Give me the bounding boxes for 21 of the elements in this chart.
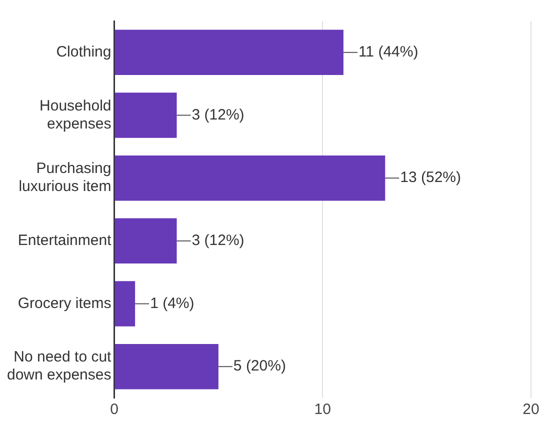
y-tick-label: Entertainment [18, 232, 112, 250]
y-tick-label: Clothing [56, 44, 112, 61]
y-tick-label: No need to cut down expenses [6, 348, 112, 384]
bar [114, 218, 177, 264]
data-label: 3 (12%) [192, 106, 244, 124]
bar [114, 344, 218, 390]
data-label: 13 (52%) [400, 169, 462, 186]
data-label: 5 (20%) [233, 358, 286, 375]
data-label: 3 (12%) [192, 232, 244, 250]
y-tick-label: Household expenses [40, 97, 112, 132]
bar [114, 92, 177, 138]
y-tick-label: Grocery items [18, 294, 112, 312]
x-tick-label: 20 [522, 401, 540, 418]
bar [114, 281, 136, 326]
y-tick-label: Purchasing luxurious item [18, 160, 112, 196]
data-label: 1 (4%) [150, 294, 194, 312]
bar [114, 30, 344, 76]
x-tick-label: 0 [110, 401, 118, 418]
bar [114, 155, 386, 201]
x-tick-label: 10 [314, 401, 331, 418]
data-label: 11 (44%) [358, 44, 418, 61]
